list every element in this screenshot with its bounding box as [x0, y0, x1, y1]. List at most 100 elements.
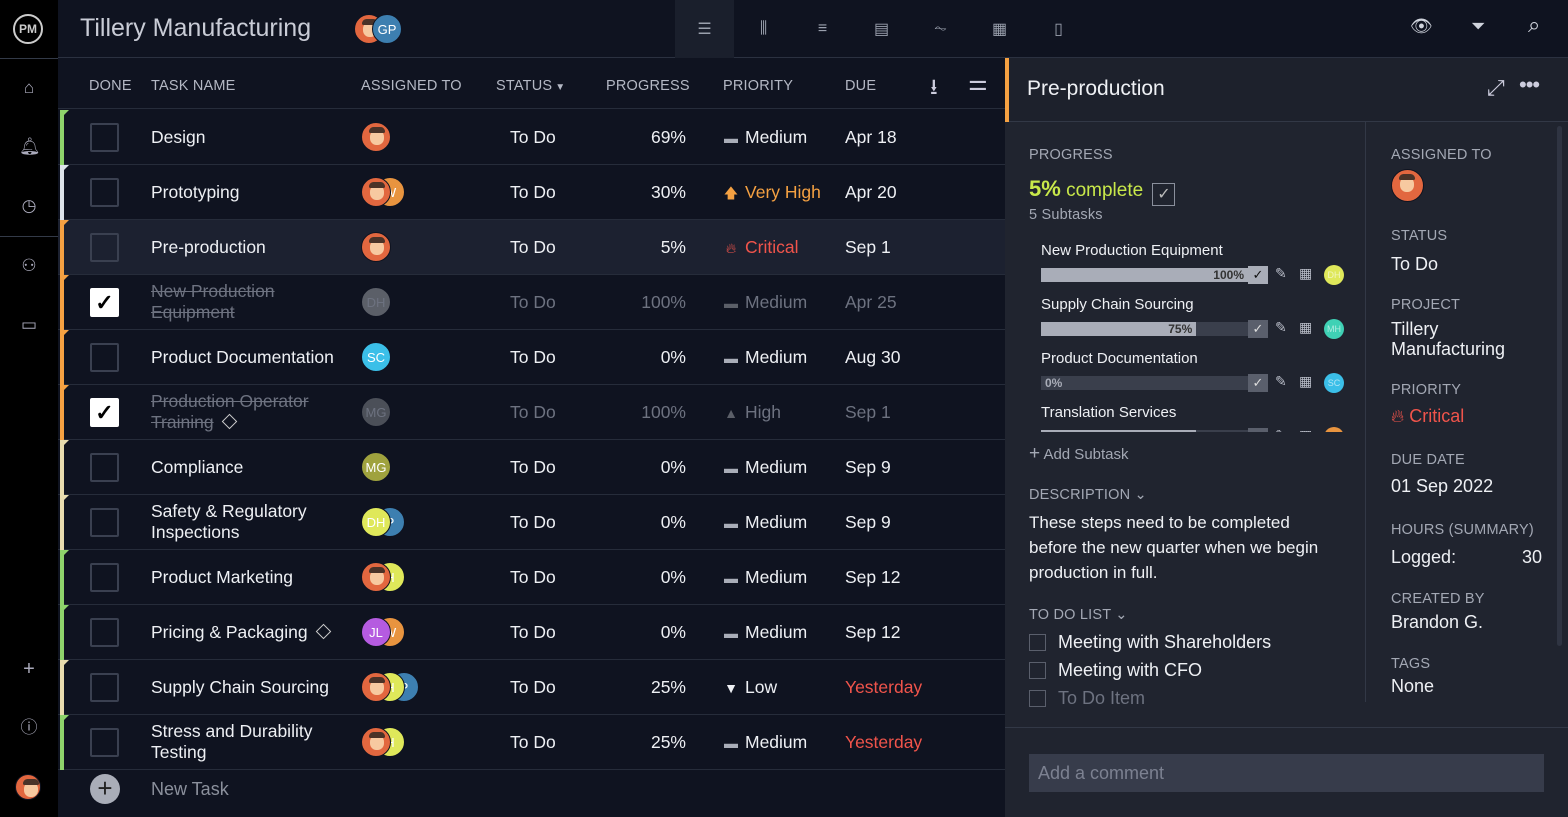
- task-name[interactable]: Prototyping: [151, 182, 346, 203]
- task-name[interactable]: Pricing & Packaging: [151, 622, 346, 643]
- due-cell[interactable]: Sep 12: [845, 567, 901, 587]
- todo-checkbox[interactable]: [1029, 662, 1046, 679]
- todo-checkbox[interactable]: [1029, 634, 1046, 651]
- col-task-name[interactable]: TASK NAME: [151, 78, 236, 94]
- subtask-progress-bar[interactable]: ✓: [1041, 428, 1268, 432]
- progress-cell[interactable]: 25%: [650, 732, 686, 752]
- avatar[interactable]: [361, 672, 391, 702]
- due-cell[interactable]: Sep 1: [845, 402, 891, 422]
- subtask-progress-bar[interactable]: 75% ✓: [1041, 320, 1268, 338]
- done-checkbox[interactable]: [90, 453, 119, 482]
- status-cell[interactable]: To Do: [510, 622, 556, 642]
- progress-cell[interactable]: 0%: [660, 567, 686, 587]
- new-todo-input[interactable]: To Do Item: [1058, 688, 1146, 708]
- priority-cell[interactable]: ▬ Medium: [723, 347, 807, 368]
- view-tab[interactable]: ▯: [1029, 0, 1088, 58]
- search-icon[interactable]: ⌕: [1528, 12, 1541, 37]
- table-row[interactable]: Stress and Durability TestingHTo Do25%▬M…: [58, 715, 1005, 770]
- view-tab[interactable]: ☰: [675, 0, 734, 58]
- pencil-icon[interactable]: ✎: [1275, 319, 1287, 335]
- avatar[interactable]: GP: [372, 14, 402, 44]
- subtask-avatar[interactable]: MH: [1324, 319, 1344, 339]
- subtask-progress-bar[interactable]: 0% ✓: [1041, 374, 1268, 392]
- due-cell[interactable]: Sep 9: [845, 457, 891, 477]
- priority-cell[interactable]: ▲ High: [723, 402, 781, 423]
- status-cell[interactable]: To Do: [510, 182, 556, 202]
- status-cell[interactable]: To Do: [510, 457, 556, 477]
- progress-cell[interactable]: 100%: [641, 292, 686, 312]
- pencil-icon[interactable]: ✎: [1275, 373, 1287, 389]
- progress-cell[interactable]: 0%: [660, 347, 686, 367]
- task-name[interactable]: Compliance: [151, 457, 346, 478]
- progress-cell[interactable]: 25%: [650, 677, 686, 697]
- status-value[interactable]: To Do: [1391, 254, 1439, 274]
- table-row[interactable]: Compliance MG To Do 0% ▬ Medium Sep 9: [58, 440, 1005, 495]
- view-tab[interactable]: ▤: [852, 0, 911, 58]
- add-task-icon[interactable]: +: [90, 774, 120, 804]
- due-cell[interactable]: Apr 25: [845, 292, 897, 312]
- done-checkbox[interactable]: [90, 233, 119, 262]
- assignee-avatar[interactable]: [1391, 169, 1424, 202]
- done-checkbox[interactable]: [90, 178, 119, 207]
- tags-value[interactable]: None: [1391, 676, 1435, 696]
- avatar[interactable]: MG: [361, 397, 391, 427]
- status-cell[interactable]: To Do: [510, 402, 556, 422]
- priority-cell[interactable]: ▬ Medium: [723, 732, 807, 753]
- progress-cell[interactable]: 0%: [660, 457, 686, 477]
- home-icon[interactable]: ⌂: [23, 78, 35, 97]
- status-cell[interactable]: To Do: [510, 567, 556, 587]
- view-tab[interactable]: ≡: [793, 0, 852, 58]
- task-name[interactable]: Supply Chain Sourcing: [151, 677, 346, 698]
- clock-icon[interactable]: ◷: [21, 196, 37, 215]
- priority-cell[interactable]: ▬ Medium: [723, 292, 807, 313]
- bell-icon[interactable]: 🔔︎: [19, 137, 41, 156]
- task-name[interactable]: Product Documentation: [151, 347, 346, 368]
- table-row[interactable]: Product Documentation SC To Do 0% ▬ Medium Aug…: [58, 330, 1005, 385]
- todo-checkbox[interactable]: [1029, 690, 1046, 707]
- done-checkbox[interactable]: ✓: [90, 288, 119, 317]
- subtask-avatar[interactable]: SC: [1324, 373, 1344, 393]
- progress-cell[interactable]: 0%: [660, 622, 686, 642]
- done-checkbox[interactable]: [90, 618, 119, 647]
- calendar-icon[interactable]: ▦: [1299, 427, 1312, 432]
- new-task-row[interactable]: + New Task: [58, 763, 1005, 817]
- complete-checkbox[interactable]: ✓: [1152, 183, 1176, 206]
- due-cell[interactable]: Apr 18: [845, 127, 897, 147]
- avatar[interactable]: [361, 122, 391, 152]
- status-cell[interactable]: To Do: [510, 677, 556, 697]
- status-cell[interactable]: To Do: [510, 347, 556, 367]
- table-row[interactable]: ✓ New Production Equipment DH To Do 100% ▬ Med…: [58, 275, 1005, 330]
- status-cell[interactable]: To Do: [510, 127, 556, 147]
- pm-logo[interactable]: PM: [13, 14, 43, 44]
- done-checkbox[interactable]: [90, 673, 119, 702]
- status-cell[interactable]: To Do: [510, 512, 556, 532]
- subtask-progress-bar[interactable]: 100% ✓: [1041, 266, 1268, 284]
- view-tab[interactable]: ⫼: [734, 0, 793, 58]
- task-name[interactable]: Stress and Durability Testing: [151, 721, 346, 763]
- more-icon[interactable]: •••: [1519, 72, 1540, 97]
- progress-cell[interactable]: 69%: [650, 127, 686, 147]
- table-row[interactable]: Safety & Regulatory InspectionsDHPTo Do0…: [58, 495, 1005, 550]
- due-cell[interactable]: Sep 1: [845, 237, 891, 257]
- priority-cell[interactable]: 🡅 Very High: [723, 182, 821, 207]
- col-done[interactable]: DONE: [89, 78, 132, 94]
- subtask-name[interactable]: Translation Services: [1041, 404, 1177, 421]
- scrollbar[interactable]: [1557, 126, 1562, 646]
- due-value[interactable]: 01 Sep 2022: [1391, 476, 1494, 496]
- avatar[interactable]: JL: [361, 617, 391, 647]
- task-name[interactable]: Design: [151, 127, 346, 148]
- table-row[interactable]: Supply Chain SourcingHPTo Do25%▼LowYeste…: [58, 660, 1005, 715]
- col-due[interactable]: DUE: [845, 78, 877, 94]
- eye-icon[interactable]: 👁: [1410, 16, 1433, 36]
- done-checkbox[interactable]: ✓: [90, 398, 119, 427]
- check-icon[interactable]: ✓: [1248, 266, 1268, 284]
- avatar[interactable]: SC: [361, 342, 391, 372]
- task-name[interactable]: Safety & Regulatory Inspections: [151, 501, 346, 543]
- done-checkbox[interactable]: [90, 563, 119, 592]
- col-assigned-to[interactable]: ASSIGNED TO: [361, 78, 462, 94]
- priority-cell[interactable]: ▼ Low: [723, 677, 777, 698]
- add-subtask-button[interactable]: + Add Subtask: [1029, 443, 1129, 465]
- priority-cell[interactable]: ▬ Medium: [723, 567, 807, 588]
